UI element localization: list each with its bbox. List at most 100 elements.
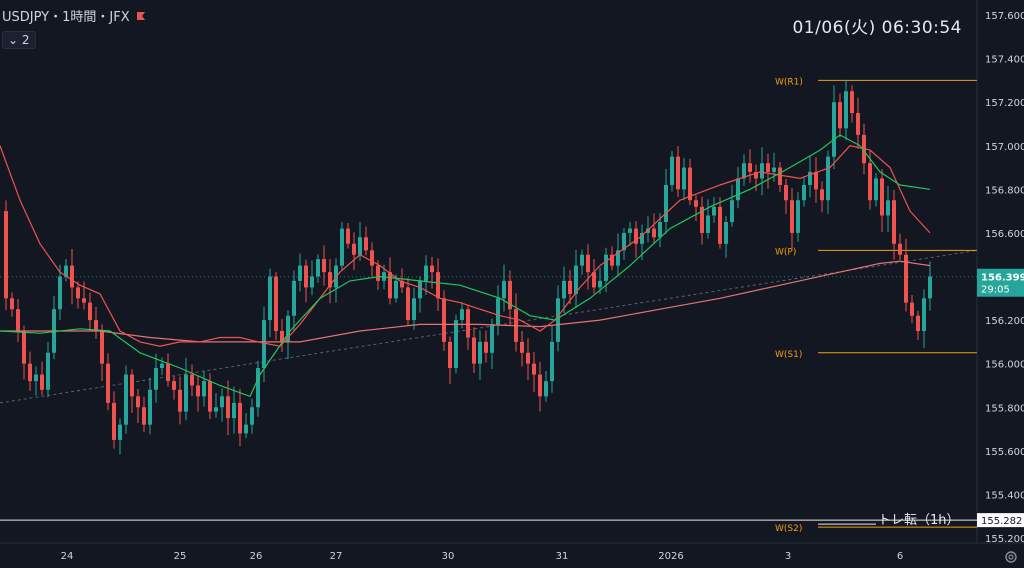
candle-up[interactable] — [742, 163, 746, 179]
candle-up[interactable] — [316, 259, 320, 277]
candle-down[interactable] — [790, 200, 794, 233]
candle-down[interactable] — [10, 298, 14, 310]
candle-down[interactable] — [172, 381, 176, 390]
candle-down[interactable] — [22, 330, 26, 364]
candle-down[interactable] — [226, 396, 230, 419]
candle-up[interactable] — [844, 91, 848, 129]
candle-down[interactable] — [346, 228, 350, 244]
candle-down[interactable] — [364, 237, 368, 251]
candle-up[interactable] — [658, 222, 662, 238]
candle-down[interactable] — [868, 163, 872, 201]
candle-down[interactable] — [538, 374, 542, 397]
candle-down[interactable] — [688, 167, 692, 201]
candle-down[interactable] — [100, 330, 104, 364]
candle-up[interactable] — [46, 352, 50, 390]
candle-down[interactable] — [82, 298, 86, 303]
candle-down[interactable] — [238, 402, 242, 434]
candle-up[interactable] — [928, 276, 932, 299]
candle-up[interactable] — [418, 280, 422, 299]
candle-up[interactable] — [454, 320, 458, 369]
candle-up[interactable] — [604, 254, 608, 281]
candle-down[interactable] — [16, 309, 20, 331]
candle-down[interactable] — [700, 206, 704, 233]
symbol-label[interactable]: USDJPY・1時間・JFX — [2, 10, 130, 25]
candle-up[interactable] — [796, 200, 800, 233]
candle-down[interactable] — [94, 320, 98, 331]
candle-up[interactable] — [292, 280, 296, 316]
candle-up[interactable] — [808, 171, 812, 185]
candle-down[interactable] — [442, 298, 446, 342]
candle-up[interactable] — [394, 280, 398, 299]
trendline[interactable] — [0, 249, 978, 404]
candle-down[interactable] — [280, 330, 284, 342]
candle-up[interactable] — [580, 254, 584, 266]
candle-down[interactable] — [106, 363, 110, 403]
candle-up[interactable] — [922, 298, 926, 331]
candle-up[interactable] — [490, 324, 494, 353]
candle-down[interactable] — [388, 272, 392, 299]
candle-up[interactable] — [124, 374, 128, 425]
candle-up[interactable] — [550, 341, 554, 382]
candle-down[interactable] — [520, 341, 524, 353]
candle-up[interactable] — [802, 184, 806, 201]
candle-down[interactable] — [328, 272, 332, 288]
candle-down[interactable] — [376, 265, 380, 281]
candle-up[interactable] — [574, 265, 578, 294]
candle-up[interactable] — [622, 232, 626, 251]
candle-up[interactable] — [556, 298, 560, 342]
candle-down[interactable] — [694, 200, 698, 207]
candle-down[interactable] — [508, 280, 512, 310]
candle-down[interactable] — [430, 265, 434, 273]
candle-down[interactable] — [820, 189, 824, 201]
candle-down[interactable] — [76, 287, 80, 299]
candle-down[interactable] — [892, 200, 896, 244]
candle-up[interactable] — [760, 163, 764, 179]
candle-up[interactable] — [214, 407, 218, 412]
candle-up[interactable] — [736, 178, 740, 201]
candle-down[interactable] — [88, 302, 92, 321]
candle-up[interactable] — [874, 178, 878, 201]
candle-up[interactable] — [340, 228, 344, 266]
candle-up[interactable] — [772, 167, 776, 172]
candle-up[interactable] — [502, 280, 506, 299]
candle-up[interactable] — [298, 265, 302, 281]
candle-up[interactable] — [832, 102, 836, 157]
candle-up[interactable] — [646, 228, 650, 233]
candle-up[interactable] — [286, 315, 290, 342]
candle-up[interactable] — [670, 156, 674, 185]
candle-up[interactable] — [628, 228, 632, 233]
candle-up[interactable] — [460, 309, 464, 321]
flag-icon[interactable] — [136, 11, 146, 21]
candle-down[interactable] — [676, 156, 680, 190]
candle-down[interactable] — [754, 171, 758, 179]
candle-up[interactable] — [826, 156, 830, 201]
candle-up[interactable] — [730, 200, 734, 223]
candle-up[interactable] — [724, 222, 728, 244]
candle-up[interactable] — [616, 250, 620, 266]
candle-down[interactable] — [838, 102, 842, 129]
candle-down[interactable] — [850, 91, 854, 114]
candle-down[interactable] — [70, 265, 74, 288]
candle-down[interactable] — [634, 228, 638, 244]
candle-down[interactable] — [916, 315, 920, 331]
candle-down[interactable] — [322, 259, 326, 273]
candle-down[interactable] — [898, 243, 902, 255]
candle-up[interactable] — [160, 363, 164, 369]
candle-up[interactable] — [496, 298, 500, 325]
candle-up[interactable] — [424, 265, 428, 281]
ma-long-line[interactable] — [0, 260, 931, 343]
candle-up[interactable] — [34, 374, 38, 382]
candle-down[interactable] — [370, 250, 374, 266]
candle-down[interactable] — [466, 309, 470, 338]
gear-icon[interactable] — [1004, 550, 1018, 564]
candle-down[interactable] — [766, 163, 770, 172]
candle-up[interactable] — [154, 368, 158, 390]
candle-up[interactable] — [184, 374, 188, 412]
candle-up[interactable] — [64, 265, 68, 277]
ma-slow-line[interactable] — [0, 134, 931, 398]
candle-down[interactable] — [400, 280, 404, 288]
candle-down[interactable] — [910, 302, 914, 316]
candle-down[interactable] — [448, 341, 452, 369]
candle-up[interactable] — [310, 276, 314, 288]
